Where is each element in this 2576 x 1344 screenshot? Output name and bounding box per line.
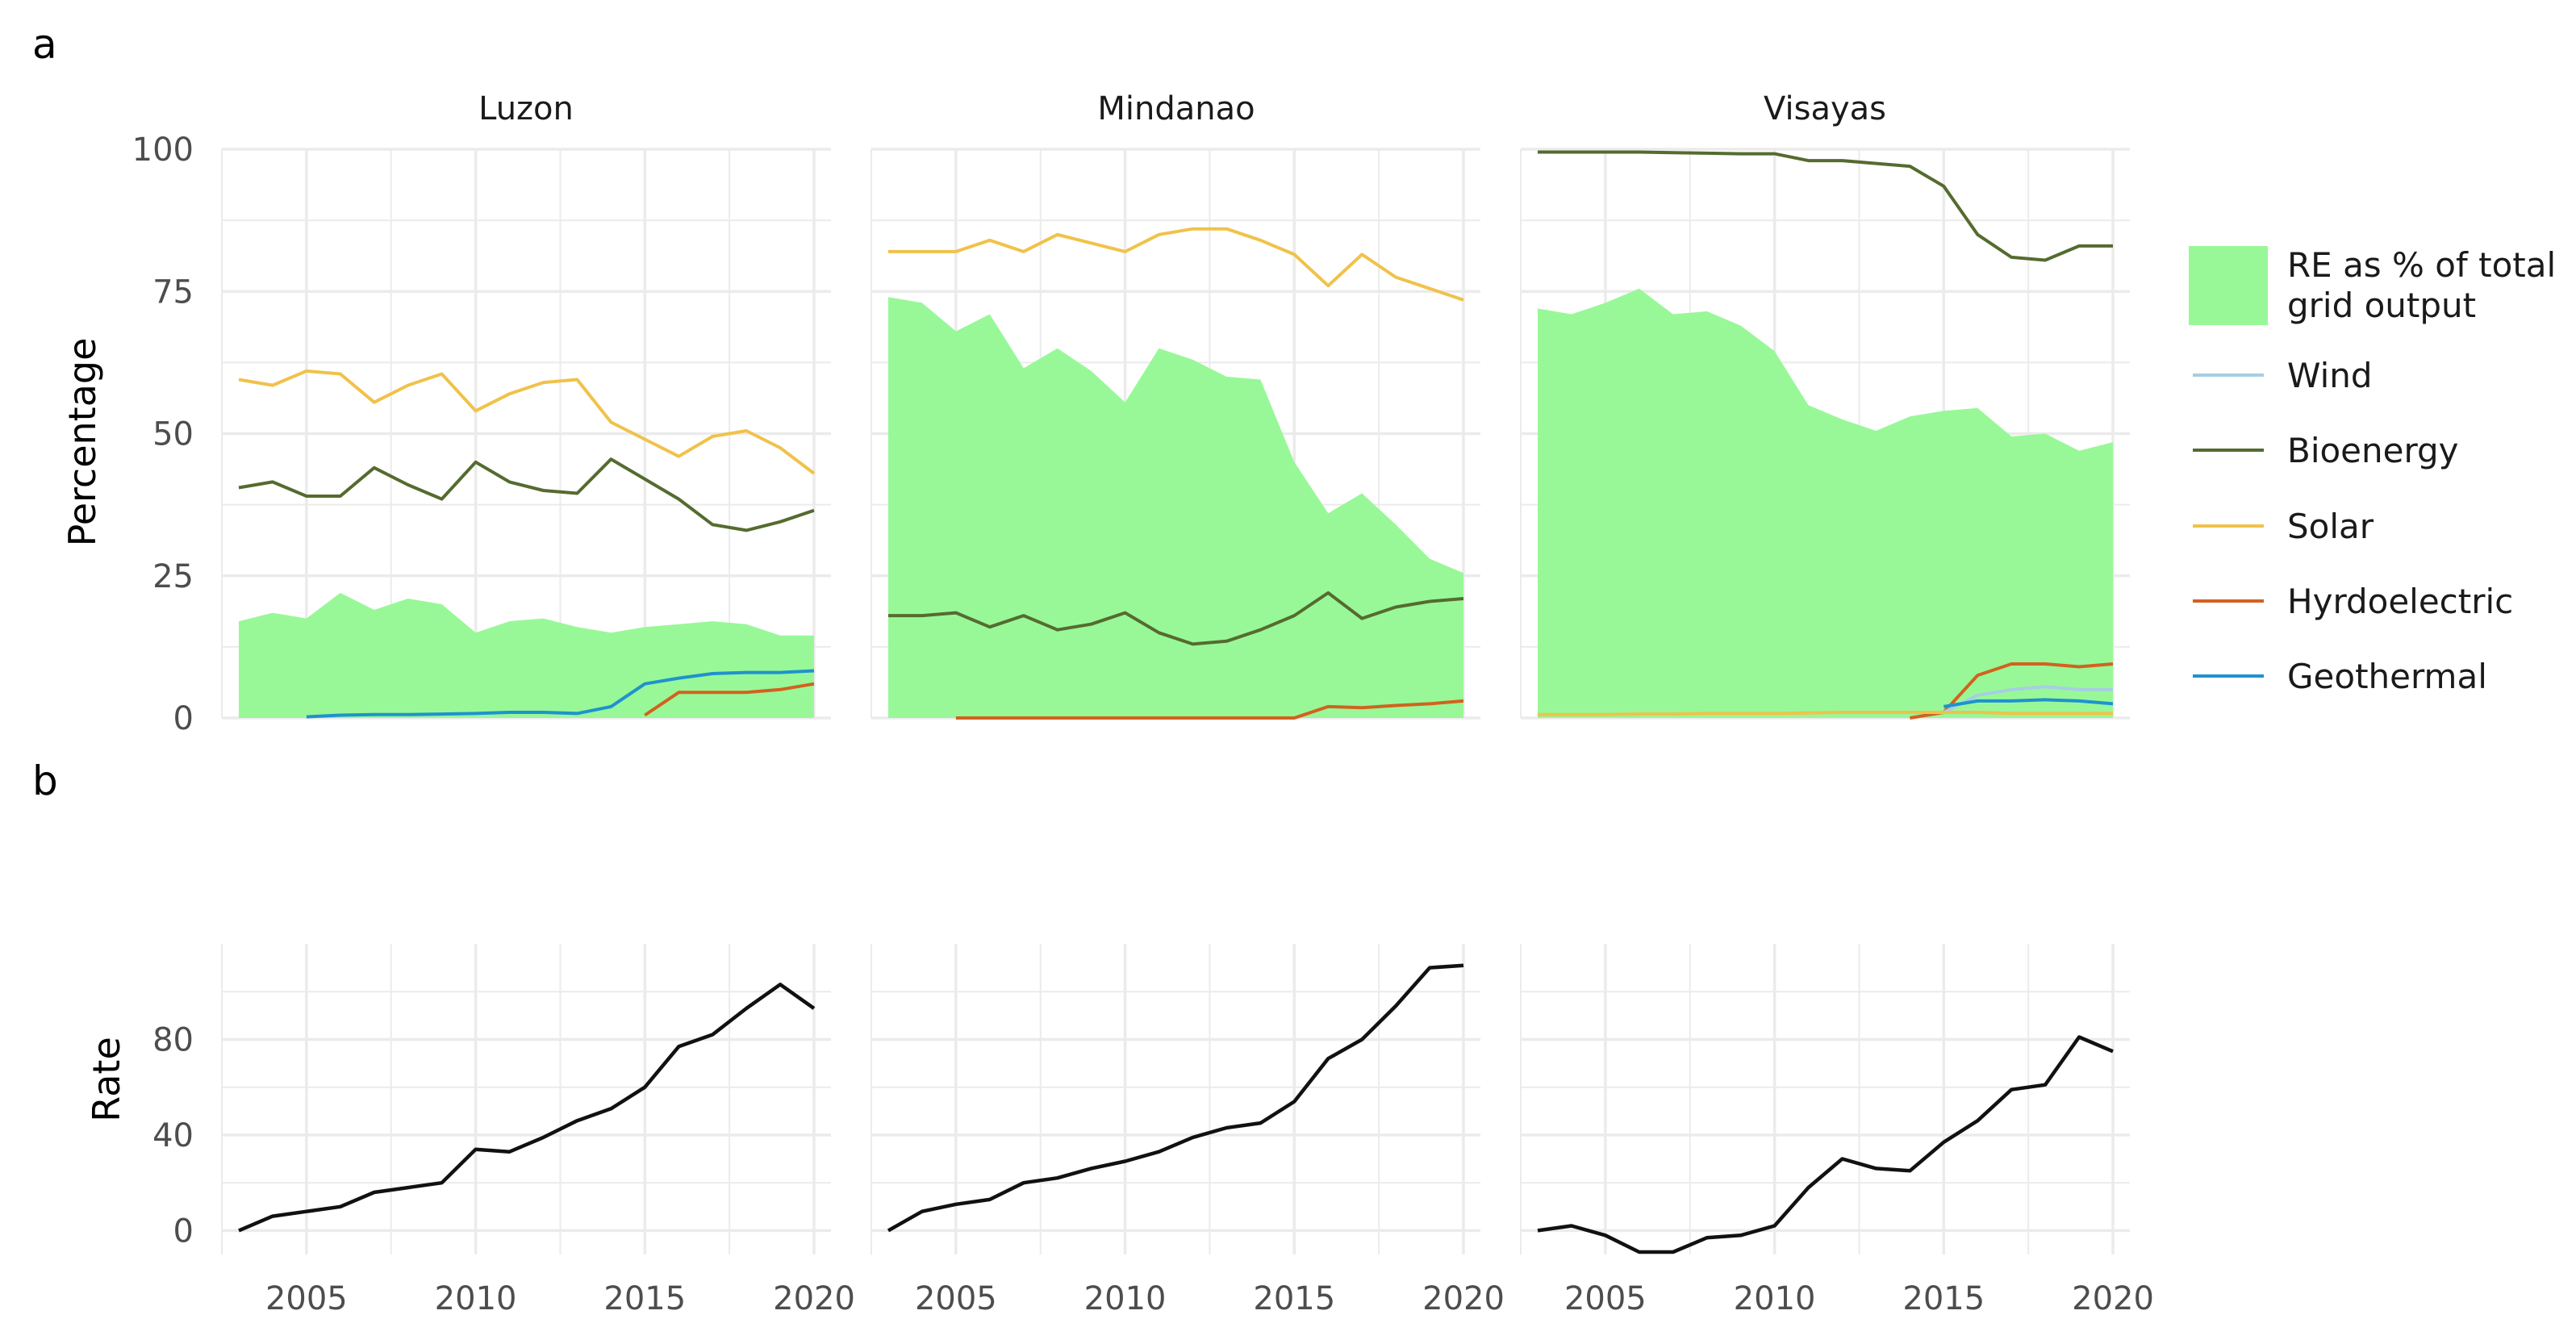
- legend-key-re: [2189, 246, 2268, 325]
- x-tick-label: 2020: [773, 1280, 855, 1317]
- panel-a-chart: Luzon Mindanao Visayas 0 25 50 75 100 Percen…: [61, 90, 2130, 737]
- y-tick-label: 75: [152, 273, 194, 311]
- facet-visayas: Visayas: [1520, 90, 2130, 720]
- facet-grid: [221, 944, 831, 1254]
- wind-line-visayas: [1943, 685, 2113, 714]
- facet-title-mindanao: Mindanao: [1097, 90, 1255, 127]
- facet-grid: [221, 148, 831, 720]
- facet-luzon: Luzon: [221, 90, 831, 720]
- bioenergy-line-luzon: [238, 457, 815, 532]
- y-tick-label: 40: [152, 1117, 194, 1154]
- panel-label-a: a: [32, 21, 57, 68]
- y-tick-label: 0: [173, 1213, 194, 1250]
- hydroelectric-line-mindanao: [955, 699, 1464, 720]
- legend-label-wind: Wind: [2287, 356, 2373, 395]
- x-tick-label: 2005: [915, 1280, 997, 1317]
- y-tick-label: 100: [132, 131, 194, 169]
- solar-line-luzon: [238, 369, 816, 475]
- legend-label-bioenergy: Bioenergy: [2287, 431, 2459, 470]
- legend: RE as % of total grid output Wind Bioene…: [2189, 245, 2556, 696]
- bioenergy-line-mindanao: [888, 591, 1464, 646]
- facet-series: [238, 983, 816, 1233]
- legend-label-re-line1: RE as % of total: [2287, 245, 2556, 285]
- legend-label-solar: Solar: [2287, 507, 2374, 546]
- y-axis-label-percentage: Percentage: [61, 338, 104, 547]
- y-tick-label: 0: [173, 700, 194, 737]
- facet-series: [238, 369, 816, 719]
- x-tick-label: 2020: [2072, 1280, 2154, 1317]
- y-tick-label: 50: [152, 416, 194, 453]
- x-tick-label: 2015: [1902, 1280, 1985, 1317]
- x-axis-ticks: 2005 2010 2015 2020: [1564, 1280, 2154, 1317]
- facet-series: [1537, 1035, 2114, 1254]
- y-tick-label: 80: [152, 1021, 194, 1058]
- solar-line-mindanao: [888, 227, 1464, 302]
- re-area-mindanao: [888, 297, 1463, 718]
- facet-series: [1538, 150, 2114, 720]
- x-tick-label: 2010: [1734, 1280, 1816, 1317]
- x-tick-label: 2005: [1564, 1280, 1647, 1317]
- panel-b-chart: 2005 2010 2015 2020 2005 2010 2015 2020 2005 20…: [85, 944, 2154, 1317]
- hydroelectric-line-luzon: [644, 682, 815, 717]
- x-tick-label: 2015: [1253, 1280, 1335, 1317]
- legend-label-re-line2: grid output: [2287, 286, 2476, 325]
- facet-title-luzon: Luzon: [478, 90, 574, 127]
- x-axis-ticks: 2005 2010 2015 2020: [915, 1280, 1505, 1317]
- re-area-luzon: [239, 592, 814, 718]
- facet-luzon-rate: 2005 2010 2015 2020: [221, 944, 855, 1317]
- x-axis-ticks: 2005 2010 2015 2020: [265, 1280, 855, 1317]
- re-area-visayas: [1538, 288, 2113, 718]
- y-axis-ticks: 0 25 50 75 100: [132, 131, 194, 737]
- x-tick-label: 2010: [1084, 1280, 1167, 1317]
- geothermal-line-visayas: [1943, 698, 2114, 708]
- panel-label-b: b: [32, 758, 58, 804]
- facet-series: [888, 227, 1464, 720]
- geothermal-line-luzon: [306, 669, 815, 719]
- x-tick-label: 2005: [265, 1280, 348, 1317]
- facet-mindanao: Mindanao: [870, 90, 1480, 720]
- x-tick-label: 2020: [1422, 1280, 1505, 1317]
- bioenergy-line-visayas: [1538, 150, 2113, 262]
- rate-line-luzon: [238, 983, 816, 1233]
- y-axis-ticks: 0 40 80: [152, 1021, 194, 1250]
- rate-line-visayas: [1537, 1035, 2114, 1254]
- y-axis-label-rate: Rate: [85, 1037, 128, 1121]
- x-tick-label: 2010: [435, 1280, 517, 1317]
- rate-line-mindanao: [887, 963, 1464, 1233]
- facet-visayas-rate: 2005 2010 2015 2020: [1520, 944, 2154, 1317]
- solar-line-visayas: [1538, 711, 2113, 716]
- y-tick-label: 25: [152, 558, 194, 595]
- facet-series: [887, 963, 1464, 1233]
- facet-mindanao-rate: 2005 2010 2015 2020: [870, 944, 1505, 1317]
- legend-label-geothermal: Geothermal: [2287, 657, 2487, 696]
- legend-label-hydroelectric: Hyrdoelectric: [2287, 582, 2513, 621]
- facet-grid: [870, 944, 1480, 1254]
- facet-title-visayas: Visayas: [1764, 90, 1886, 127]
- x-tick-label: 2015: [603, 1280, 686, 1317]
